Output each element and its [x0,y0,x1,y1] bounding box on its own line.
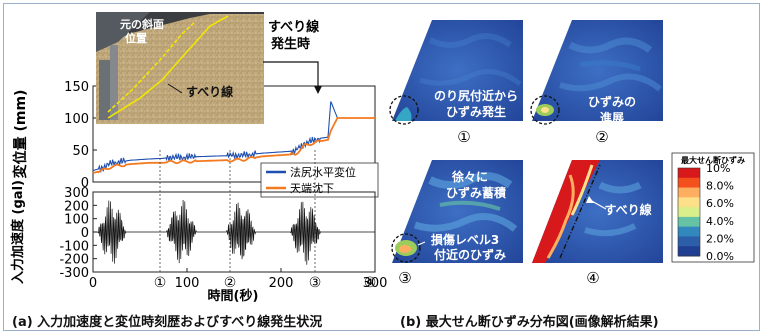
colorbar-swatch [678,207,700,218]
slip-line-dashdot [559,164,601,259]
stage-marker: ③ [309,275,322,291]
original-slope-line [107,21,196,113]
colorbar: 最大せん断ひずみ 10% 8.0% 6.0% 4.0% 2.0% 0.0% [671,152,755,263]
colorbar-swatch [678,187,700,198]
panel1-text1: のり尻付近から [434,88,518,103]
stage-marker: ② [224,275,237,291]
stage-marker: ④ [364,275,377,291]
panel3-text3: 損傷レベル3 [431,232,499,247]
caption-a: (a) 入力加速度と変位時刻歴およびすべり線発生状況 [12,315,323,330]
stage-lines: ① ② ③ ④ [154,150,377,291]
annotation-line2: 発生時 [270,36,310,52]
annotation-arrowhead [314,86,322,94]
slip-line-annotation: すべり線 発生時 [263,19,322,94]
panel3-text1: 徐々に [451,169,488,184]
panel2-text1: ひずみの [588,94,636,109]
panel3-marker: ③ [398,269,411,287]
acceleration-y-tick-label: -200 [59,253,89,268]
legend-label-horizontal: 法尻水平変位 [290,165,356,179]
displacement-chart: 0 50 100 150 変位量 (mm) [12,80,376,191]
caption-b: (b) 最大せん断ひずみ分布図(画像解析結果) [400,315,659,330]
displacement-y-tick-label: 0 [81,176,89,191]
colorbar-swatch [678,216,700,228]
time-x-ticks: 0 100 200 300 [89,268,388,291]
panel2-text2: 進展 [600,110,624,125]
colorbar-swatch [678,226,700,237]
displacement-y-ticks: 0 50 100 150 [64,80,97,191]
time-x-tick-label: 200 [269,276,294,291]
experiment-photo: 元の斜面 位置 すべり線 [96,12,264,124]
panel3-text4: 付近のひずみ [434,247,506,262]
slip-line-photo [107,15,229,119]
acceleration-y-tick-label: -100 [59,239,89,254]
panel4-marker: ④ [586,269,599,287]
displacement-series [92,101,375,174]
panel1-text2: ひずみ発生 [446,104,506,119]
colorbar-label: 6.0% [706,197,734,210]
colorbar-swatch [678,246,700,257]
displacement-ylabel: 変位量 (mm) [12,90,29,179]
colorbar-label: 2.0% [706,232,734,245]
colorbar-label: 8.0% [706,180,734,193]
strain-panel-3: 徐々に ひずみ蓄積 損傷レベル3 付近のひずみ ③ [391,160,523,287]
colorbar-title: 最大せん断ひずみ [681,155,745,165]
acceleration-y-tick-label: 0 [81,226,89,241]
panel2-marker: ② [595,128,608,146]
annotation-line1: すべり線 [268,19,320,35]
acceleration-y-tick-label: 200 [64,199,89,214]
photo-label-original-2: 位置 [125,31,147,45]
acceleration-series [93,199,375,265]
panel4-text1: すべり線 [604,202,651,217]
strain-panel-4: すべり線 ④ [532,160,663,287]
series-line-settlement [92,117,375,174]
colorbar-swatch [678,168,700,179]
acceleration-y-tick-label: -300 [59,266,89,281]
time-x-tick-label: 100 [175,276,200,291]
time-x-tick-label: 300 [363,276,388,291]
time-x-tick-label: 0 [89,276,97,291]
displacement-legend: 法尻水平変位 天端沈下 [260,162,379,198]
displacement-y-tick-label: 150 [64,80,89,95]
acceleration-y-tick-label: 100 [64,213,89,228]
colorbar-swatch [678,177,700,189]
acceleration-ylabel: 入力加速度 (gal) [10,180,26,284]
legend-label-settlement: 天端沈下 [290,181,334,195]
colorbar-label: 10% [706,162,730,175]
colorbar-swatch [678,236,700,247]
displacement-y-tick-label: 100 [64,112,89,127]
panel1-marker: ① [457,128,470,146]
colorbar-label: 4.0% [706,215,734,228]
acceleration-y-tick-label: 300 [64,186,89,201]
strain-panel-1: のり尻付近から ひずみ発生 ① [389,20,523,146]
photo-label-slip: すべり線 [186,84,233,99]
colorbar-label: 0.0% [706,250,734,263]
stage-marker: ① [154,275,167,291]
photo-label-original-1: 元の斜面 [120,17,164,31]
panel3-text2: ひずみ蓄積 [446,185,507,200]
series-line-acceleration [93,199,375,265]
time-xlabel: 時間(秒) [208,288,259,304]
colorbar-swatch [678,197,700,208]
displacement-y-tick-label: 50 [72,144,89,159]
figure-frame [3,3,760,331]
strain-panel-2: ひずみの 進展 ② [530,20,663,146]
